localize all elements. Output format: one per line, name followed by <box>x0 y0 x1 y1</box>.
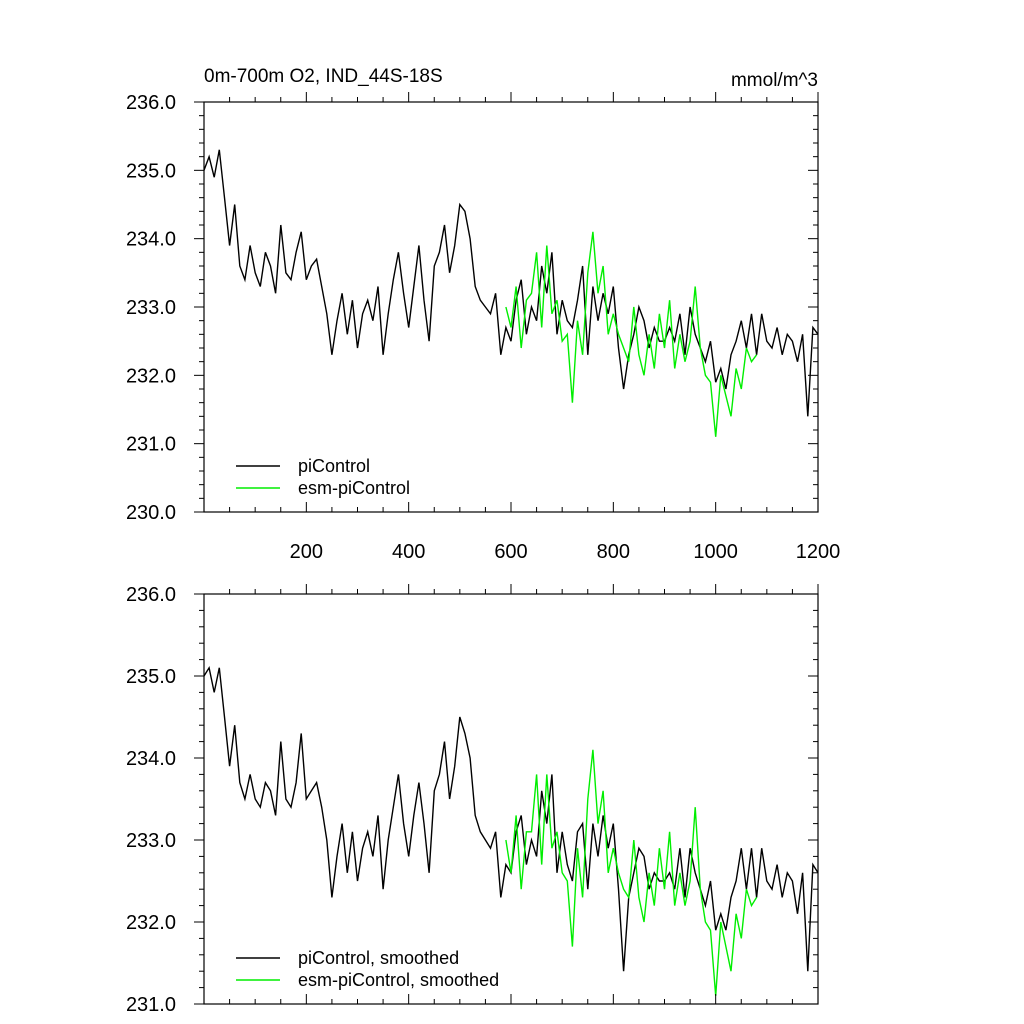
series-line-picontrol <box>203 665 819 972</box>
x-tick-label: 1200 <box>796 541 841 563</box>
y-tick-label: 231.0 <box>126 434 176 456</box>
bottom-panel: 231.0 232.0 233.0 234.0 235.0 236.0 piControl… <box>126 584 819 1016</box>
legend-label: piControl, smoothed <box>298 948 459 968</box>
y-tick-label: 230.0 <box>126 502 176 524</box>
units-label: mmol/m^3 <box>731 70 818 91</box>
y-tick-label: 235.0 <box>126 666 176 688</box>
y-tick-label: 236.0 <box>126 92 176 114</box>
series-line-picontrol <box>203 149 819 417</box>
top-panel: 0m-700m O2, IND_44S-18S mmol/m^3 230.023… <box>126 66 840 563</box>
y-tick-label: 231.0 <box>126 994 176 1016</box>
y-tick-label: 232.0 <box>126 912 176 934</box>
y-tick-label: 234.0 <box>126 229 176 251</box>
top-panel-title: 0m-700m O2, IND_44S-18S <box>204 66 443 87</box>
legend-label: piControl <box>298 456 370 476</box>
y-tick-label: 232.0 <box>126 365 176 387</box>
y-tick-label: 235.0 <box>126 160 176 182</box>
x-tick-label: 1000 <box>693 541 738 563</box>
legend-label: esm-piControl <box>298 478 410 498</box>
series-line-esm-picontrol <box>505 749 758 996</box>
bottom-panel-ticks: 231.0 232.0 233.0 234.0 235.0 236.0 <box>126 584 819 1016</box>
series-line-esm-picontrol <box>505 231 758 437</box>
y-tick-label: 236.0 <box>126 584 176 606</box>
y-tick-label: 233.0 <box>126 297 176 319</box>
top-panel-ticks: 230.0 231.0 232.0 233.0 234.0 235.0 236.0 200 40… <box>126 92 840 563</box>
legend-label: esm-piControl, smoothed <box>298 970 499 990</box>
x-tick-label: 400 <box>392 541 425 563</box>
x-tick-label: 800 <box>597 541 630 563</box>
x-tick-label: 200 <box>290 541 323 563</box>
top-panel-lines <box>203 149 819 437</box>
y-tick-label: 234.0 <box>126 748 176 770</box>
top-panel-frame <box>203 101 819 513</box>
x-tick-label: 600 <box>494 541 527 563</box>
y-tick-label: 233.0 <box>126 830 176 852</box>
bottom-panel-frame <box>203 593 819 1005</box>
bottom-panel-lines <box>203 665 819 996</box>
